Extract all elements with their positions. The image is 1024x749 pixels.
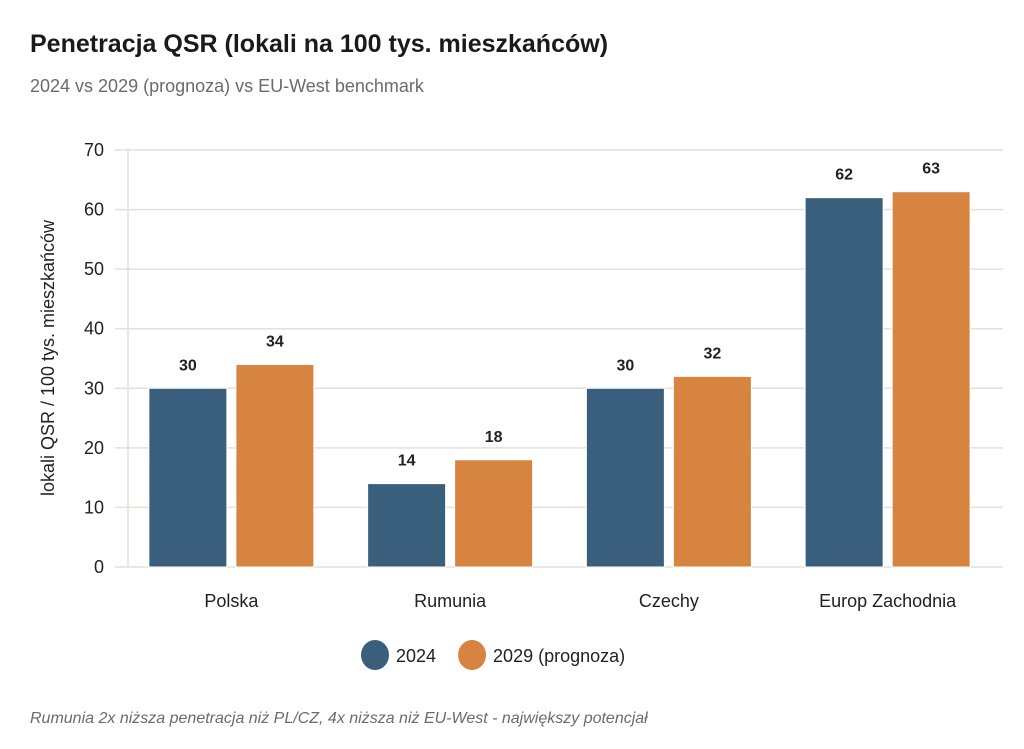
y-axis-label: lokali QSR / 100 tys. mieszkańców (38, 219, 58, 496)
data-label: 30 (616, 357, 634, 374)
bar-2024 (367, 483, 447, 568)
legend-swatch (361, 640, 389, 670)
x-category-label: Polska (204, 591, 259, 611)
x-category-label: Rumunia (414, 591, 487, 611)
data-label: 32 (703, 345, 721, 362)
bar-2024 (148, 387, 228, 568)
legend-label: 2024 (396, 646, 436, 666)
data-label: 63 (922, 161, 940, 178)
y-tick-label: 20 (84, 438, 104, 458)
legend: 2024 2029 (prognoza) (361, 640, 625, 670)
bar-2024 (804, 197, 884, 568)
x-axis-categories: Polska Rumunia Czechy Europ Zachodnia (204, 591, 957, 611)
data-label: 14 (398, 453, 416, 470)
bar-2029 (235, 363, 315, 568)
data-label: 62 (835, 167, 853, 184)
bar-2029 (454, 459, 534, 568)
x-category-label: Europ Zachodnia (819, 591, 957, 611)
chart-annotation: Rumunia 2x niższa penetracja niż PL/CZ, … (30, 710, 648, 727)
y-tick-label: 70 (84, 140, 104, 160)
y-tick-label: 0 (94, 557, 104, 577)
data-label: 18 (485, 429, 503, 446)
y-tick-label: 40 (84, 319, 104, 339)
bar-2029 (891, 191, 971, 568)
y-tick-label: 60 (84, 200, 104, 220)
y-axis-ticks: 0 10 20 30 40 50 60 70 (84, 140, 104, 577)
bar-2024 (585, 387, 665, 568)
bar-2029 (672, 375, 752, 568)
data-label: 30 (179, 357, 197, 374)
chart-subtitle: 2024 vs 2029 (prognoza) vs EU-West bench… (30, 76, 425, 96)
y-tick-label: 10 (84, 497, 104, 517)
chart-title: Penetracja QSR (lokali na 100 tys. miesz… (30, 30, 608, 58)
y-tick-label: 50 (84, 259, 104, 279)
data-label: 34 (266, 333, 284, 350)
legend-swatch (458, 640, 487, 670)
y-tick-label: 30 (84, 378, 104, 398)
bars: 30 34 14 18 30 32 62 63 (148, 161, 971, 568)
legend-label: 2029 (prognoza) (493, 646, 625, 666)
x-category-label: Czechy (639, 591, 699, 611)
